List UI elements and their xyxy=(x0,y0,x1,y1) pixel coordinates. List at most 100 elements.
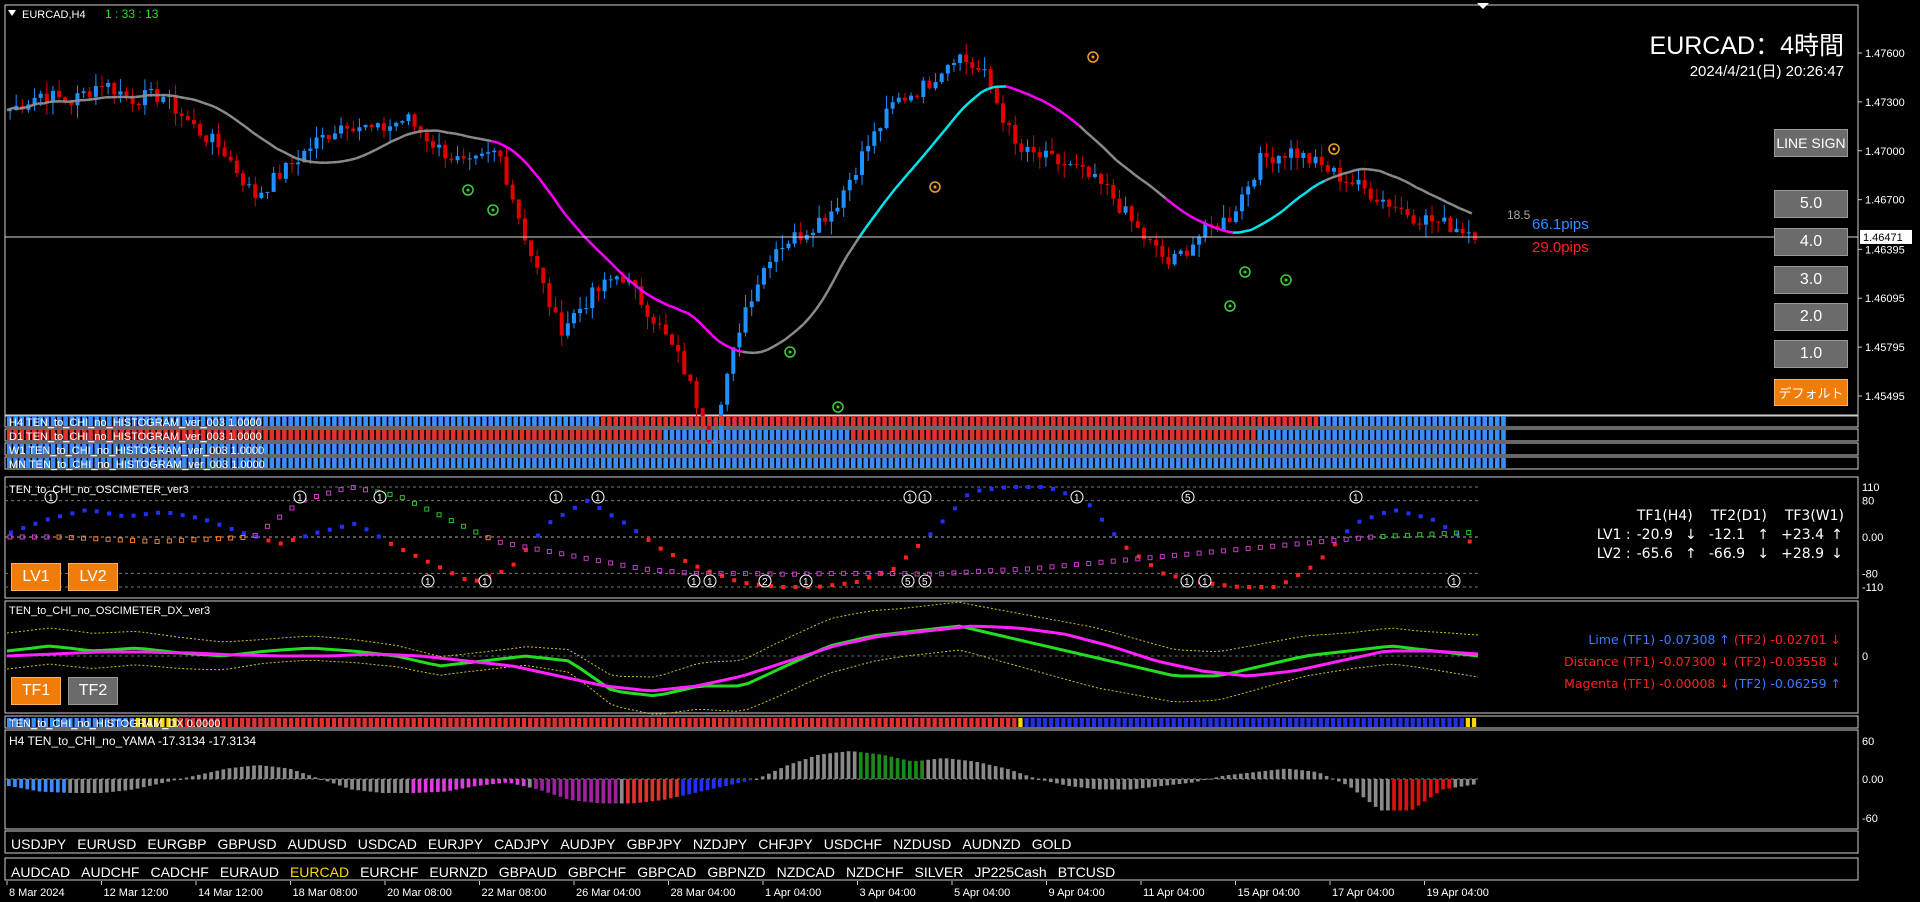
symbol-button-eurnzd[interactable]: EURNZD xyxy=(429,864,488,880)
dx-legend: Lime (TF1) -0.07308 ↑ (TF2) -0.02701 ↓ D… xyxy=(1564,629,1841,695)
symbol-button-gbpcad[interactable]: GBPCAD xyxy=(637,864,697,880)
histogram-bar xyxy=(1438,444,1444,454)
dx-histogram-bar xyxy=(405,718,410,727)
moving-average-segment xyxy=(742,350,749,354)
symbol-button-audnzd[interactable]: AUDNZD xyxy=(962,836,1021,852)
histogram-bar xyxy=(613,444,619,454)
histogram-bar xyxy=(926,458,931,468)
histogram-bar xyxy=(1176,430,1181,440)
symbol-button-audcad[interactable]: AUDCAD xyxy=(11,864,71,880)
histogram-bar xyxy=(263,416,268,426)
symbol-button-usdchf[interactable]: USDCHF xyxy=(823,836,883,852)
histogram-bar xyxy=(769,444,775,454)
histogram-bar xyxy=(513,444,518,454)
symbol-button-btcusd[interactable]: BTCUSD xyxy=(1057,864,1116,880)
moving-average-segment xyxy=(894,180,903,189)
symbol-button-nzdusd[interactable]: NZDUSD xyxy=(893,836,952,852)
dropdown-marker-icon xyxy=(1477,3,1489,9)
histogram-bar xyxy=(901,444,906,454)
moving-average-segment xyxy=(484,138,492,143)
histogram-bar xyxy=(382,458,387,468)
symbol-button-nzdjpy[interactable]: NZDJPY xyxy=(692,836,748,852)
osc-scale-label: -110 xyxy=(1862,582,1883,594)
symbol-button-euraud[interactable]: EURAUD xyxy=(219,864,279,880)
dx-histogram-bar xyxy=(1220,718,1225,727)
histogram-bar xyxy=(713,416,719,426)
histogram-bar xyxy=(244,430,250,440)
osc-count-text: 5 xyxy=(905,577,911,588)
dx-histogram-bar xyxy=(1398,718,1403,727)
candle-body xyxy=(541,267,546,284)
lv1-dot xyxy=(1357,519,1362,524)
lv1-dot xyxy=(1418,514,1423,519)
lv1-button[interactable]: LV1 xyxy=(11,563,61,591)
histogram-bar xyxy=(307,444,312,454)
symbol-button-nzdchf[interactable]: NZDCHF xyxy=(846,864,904,880)
symbol-button-audusd[interactable]: AUDUSD xyxy=(287,836,347,852)
symbol-button-usdcad[interactable]: USDCAD xyxy=(357,836,417,852)
level-1-button[interactable]: 1.0 xyxy=(1774,340,1848,368)
symbol-button-usdjpy[interactable]: USDJPY xyxy=(11,836,67,852)
symbol-button-chfjpy[interactable]: CHFJPY xyxy=(758,836,813,852)
histogram-bar xyxy=(1151,430,1156,440)
line-sign-button[interactable]: LINE SIGN xyxy=(1774,129,1848,157)
symbol-button-gbpaud[interactable]: GBPAUD xyxy=(498,864,557,880)
histogram-bar xyxy=(1257,444,1262,454)
symbol-button-audchf[interactable]: AUDCHF xyxy=(81,864,140,880)
level-4-button[interactable]: 4.0 xyxy=(1774,228,1848,256)
symbol-button-eurcad[interactable]: EURCAD xyxy=(289,864,350,880)
symbol-button-nzdcad[interactable]: NZDCAD xyxy=(776,864,835,880)
symbol-button-gold[interactable]: GOLD xyxy=(1031,836,1072,852)
histogram-bar xyxy=(1338,416,1344,426)
yama-bar xyxy=(1410,779,1415,810)
candle-body xyxy=(1448,217,1453,233)
level-2-button[interactable]: 2.0 xyxy=(1774,303,1848,331)
histogram-bar xyxy=(1357,444,1362,454)
symbol-button-gbpusd[interactable]: GBPUSD xyxy=(217,836,277,852)
histogram-bar xyxy=(894,430,900,440)
level-5-button[interactable]: 5.0 xyxy=(1774,190,1848,218)
symbol-button-audjpy[interactable]: AUDJPY xyxy=(560,836,616,852)
default-button[interactable]: デフォルト xyxy=(1774,379,1848,406)
histogram-bar xyxy=(919,416,925,426)
symbol-button-eurjpy[interactable]: EURJPY xyxy=(427,836,484,852)
yama-bar xyxy=(25,779,30,790)
histogram-bar xyxy=(425,458,431,468)
symbol-button-eurgbp[interactable]: EURGBP xyxy=(147,836,207,852)
histogram-bar xyxy=(582,458,587,468)
histogram-bar xyxy=(388,458,393,468)
histogram-bar xyxy=(50,416,56,426)
histogram-bar xyxy=(707,416,712,426)
histogram-bar xyxy=(1113,444,1119,454)
yama-bar xyxy=(227,768,232,779)
symbol-button-eurchf[interactable]: EURCHF xyxy=(360,864,419,880)
symbol-button-jp225cash[interactable]: JP225Cash xyxy=(974,864,1047,880)
tf2-button[interactable]: TF2 xyxy=(68,677,118,705)
tf1-button[interactable]: TF1 xyxy=(11,677,61,705)
histogram-bar xyxy=(794,416,800,426)
yama-bar xyxy=(1214,777,1219,779)
dx-histogram-bar xyxy=(552,718,557,727)
histogram-bar xyxy=(632,458,637,468)
yama-bar xyxy=(1379,779,1384,811)
moving-average-segment xyxy=(190,97,198,102)
histogram-bar xyxy=(894,444,900,454)
dx-histogram-bar xyxy=(203,718,208,727)
level-3-button[interactable]: 3.0 xyxy=(1774,266,1848,294)
symbol-button-gbpjpy[interactable]: GBPJPY xyxy=(626,836,682,852)
histogram-bar xyxy=(444,416,450,426)
symbol-button-cadjpy[interactable]: CADJPY xyxy=(494,836,550,852)
symbol-button-silver[interactable]: SILVER xyxy=(914,864,964,880)
histogram-bar xyxy=(775,444,781,454)
symbol-button-cadchf[interactable]: CADCHF xyxy=(150,864,209,880)
lv1-dot xyxy=(70,511,75,516)
symbol-button-gbpchf[interactable]: GBPCHF xyxy=(567,864,627,880)
histogram-bar xyxy=(500,430,506,440)
histogram-bar xyxy=(294,416,300,426)
symbol-button-eurusd[interactable]: EURUSD xyxy=(77,836,137,852)
yama-bar xyxy=(1312,771,1317,779)
lv1-dot xyxy=(548,520,553,525)
symbol-button-gbpnzd[interactable]: GBPNZD xyxy=(707,864,766,880)
lv2-button[interactable]: LV2 xyxy=(68,563,118,591)
